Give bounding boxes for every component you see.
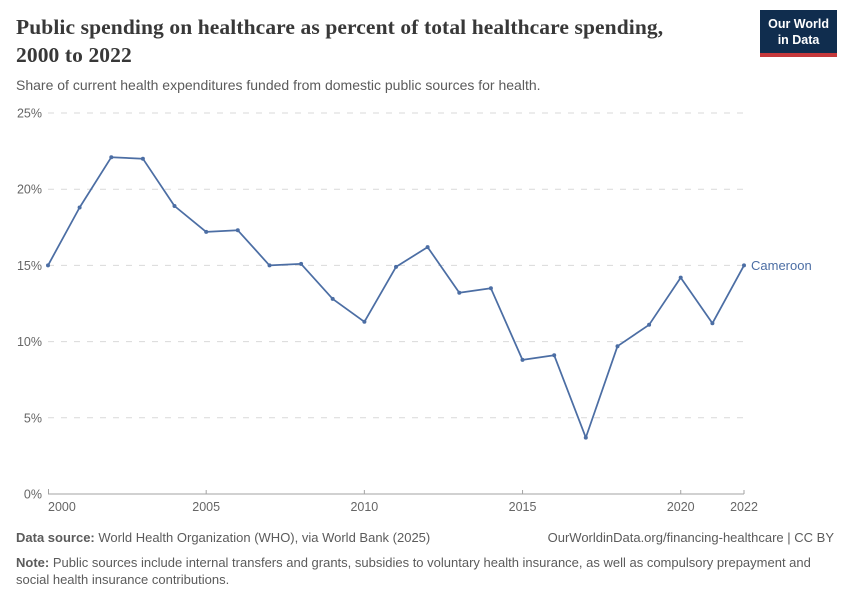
note-label: Note: — [16, 555, 50, 571]
x-tick-label-2005: 2005 — [192, 500, 220, 514]
x-tick-label-2000: 2000 — [48, 500, 76, 514]
data-source-label: Data source: — [16, 530, 95, 545]
data-point-2011[interactable] — [394, 264, 398, 269]
data-point-2000[interactable] — [46, 263, 50, 268]
data-point-2001[interactable] — [77, 205, 82, 210]
data-point-2004[interactable] — [172, 204, 177, 208]
data-point-2021[interactable] — [710, 321, 715, 326]
y-tick-label-20: 20% — [17, 183, 42, 197]
chart-footer: Data source: World Health Organization (… — [16, 529, 834, 588]
data-point-2008[interactable] — [299, 261, 304, 266]
x-tick-label-2010: 2010 — [350, 500, 378, 514]
data-point-2002[interactable] — [109, 155, 114, 160]
data-point-2005[interactable] — [204, 229, 209, 234]
data-point-2019[interactable] — [647, 322, 652, 327]
owid-logo-line1: Our World — [768, 17, 829, 31]
line-chart[interactable]: 0% 5% 10% 15% 20% 25% 2000 2005 2010 2015 2020 2022… — [0, 100, 850, 525]
data-point-2013[interactable] — [457, 290, 462, 295]
data-point-2017[interactable] — [583, 435, 588, 440]
data-point-2014[interactable] — [488, 286, 493, 291]
owid-logo-line2: in Data — [777, 33, 820, 47]
x-tick-label-2015: 2015 — [509, 500, 537, 514]
x-tick-label-2020: 2020 — [667, 500, 695, 514]
data-point-2016[interactable] — [552, 353, 557, 358]
data-point-2003[interactable] — [140, 156, 145, 161]
owid-link[interactable]: OurWorldinData.org/financing-healthcare … — [547, 530, 834, 545]
y-tick-label-5: 5% — [24, 411, 42, 425]
note-text: Public sources include internal transfer… — [16, 555, 811, 588]
x-tick-label-2022: 2022 — [730, 500, 758, 514]
data-point-2018[interactable] — [615, 344, 620, 349]
data-source-text: World Health Organization (WHO), via Wor… — [98, 530, 431, 545]
data-point-2015[interactable] — [520, 357, 525, 362]
data-point-2006[interactable] — [235, 228, 240, 233]
data-source-row: Data source: World Health Organization (… — [16, 529, 834, 546]
y-tick-label-10: 10% — [17, 335, 42, 349]
data-point-2010[interactable] — [362, 319, 367, 324]
series-label-cameroon[interactable]: Cameroon — [751, 258, 812, 273]
y-tick-label-0: 0% — [24, 488, 42, 502]
chart-subtitle: Share of current health expenditures fun… — [16, 77, 541, 93]
owid-logo[interactable]: Our World in Data — [760, 10, 837, 57]
data-point-2022[interactable] — [742, 263, 746, 268]
data-source: Data source: World Health Organization (… — [16, 529, 430, 546]
chart-header: Public spending on healthcare as percent… — [16, 13, 756, 95]
series-line-cameroon[interactable] — [47, 156, 745, 439]
chart-title: Public spending on healthcare as percent… — [16, 15, 664, 67]
data-point-2009[interactable] — [330, 296, 335, 301]
y-tick-label-25: 25% — [17, 107, 42, 121]
y-tick-label-15: 15% — [17, 259, 42, 273]
chart-note: Note: Public sources include internal tr… — [16, 554, 816, 588]
data-point-2007[interactable] — [267, 263, 272, 268]
data-point-2012[interactable] — [425, 245, 430, 250]
data-point-2020[interactable] — [678, 275, 683, 280]
